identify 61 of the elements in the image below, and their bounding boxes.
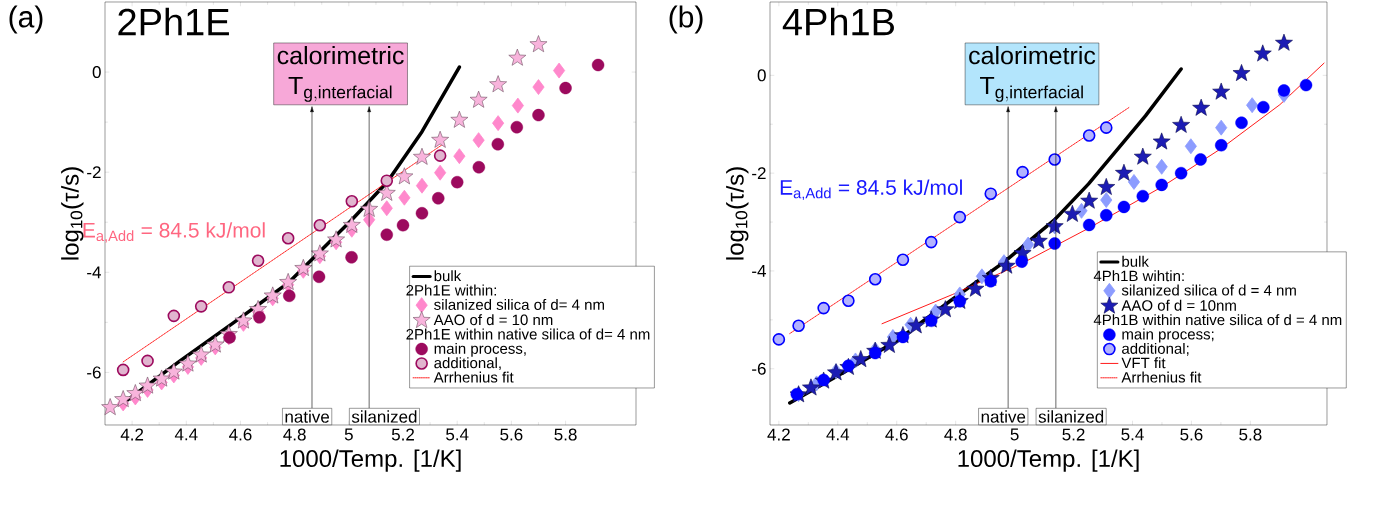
chart-title: 4Ph1B — [782, 7, 894, 36]
x-tick-label: 4.2 — [767, 428, 790, 441]
x-tick-label: 5.6 — [500, 428, 523, 441]
y-tick-label: -6 — [87, 366, 101, 379]
annotation: E$_{a,Add}$ = 84.5 kJ/mol — [83, 222, 265, 243]
x-tick-label: 4.8 — [944, 428, 967, 441]
annotation: calorimetric — [277, 45, 404, 65]
ref-line-label: silanized — [1038, 410, 1104, 423]
annotation: 4Ph1B within native silica of d = 4 nm — [1093, 314, 1342, 326]
x-tick-label: 5.4 — [446, 428, 469, 441]
annotation: calorimetric — [969, 45, 1096, 65]
x-tick-label: 5 — [1010, 428, 1019, 441]
x-tick-label: 5.2 — [391, 428, 414, 441]
text: (a) — [9, 5, 43, 34]
x-axis-title: 1000/Temp. [1/K] — [958, 449, 1139, 472]
x-tick-label: 5 — [344, 428, 353, 441]
x-tick-label: 5.8 — [554, 428, 577, 441]
legend-label: bulk — [1122, 255, 1149, 267]
ref-line-label: native — [981, 410, 1026, 423]
legend-label: VFT fit — [1121, 357, 1166, 369]
x-tick-label: 5.6 — [1180, 428, 1203, 441]
y-tick-label: 0 — [757, 69, 766, 82]
legend-label: silanized silica of d = 4 nm — [1121, 284, 1296, 296]
legend-title: 2Ph1E within: — [406, 284, 496, 296]
y-axis-title: log$_{10}$(τ/s) — [61, 167, 84, 260]
annotation: 2Ph1E within native silica of d= 4 nm — [406, 328, 650, 340]
y-tick-label: -4 — [752, 265, 766, 277]
x-axis-title: 1000/Temp. [1/K] — [280, 449, 461, 472]
legend-label: AAO of d = 10 nm — [433, 314, 553, 326]
ref-line-label: silanized — [351, 410, 417, 423]
y-tick-label: -2 — [752, 167, 766, 180]
legend-label: additional, — [434, 357, 501, 371]
x-tick-label: 5.8 — [1239, 428, 1262, 441]
legend-label: main process; — [1122, 328, 1214, 343]
y-tick-label: -2 — [87, 166, 101, 179]
legend-label: bulk — [434, 270, 462, 282]
annotation: $\mathrm{T}_{\mathrm{g,interfacial}}$ — [288, 76, 392, 102]
x-tick-label: 4.8 — [283, 428, 306, 441]
x-tick-label: 4.6 — [229, 428, 252, 441]
legend-label: AAO of d = 10nm — [1121, 299, 1236, 311]
legend-label: main process, — [434, 342, 526, 357]
text: (b) — [669, 5, 703, 34]
x-tick-label: 4.6 — [885, 428, 908, 441]
y-tick-label: -4 — [87, 266, 101, 279]
x-tick-label: 5.2 — [1062, 428, 1085, 441]
y-axis-title: log$_{10}$(τ/s) — [726, 167, 749, 260]
annotation: $\mathrm{T}_{\mathrm{g,interfacial}}$ — [980, 76, 1083, 102]
legend-label: additional; — [1122, 342, 1189, 356]
legend-label: Arrhenius fit — [1121, 371, 1202, 383]
y-tick-label: 0 — [92, 66, 101, 79]
chart-title: 2Ph1E — [118, 7, 229, 36]
y-tick-label: -6 — [752, 362, 766, 375]
legend-label: silanized silica of d= 4 nm — [434, 298, 604, 310]
legend-title: 4Ph1B wihtin: — [1093, 270, 1184, 282]
annotation: E$_{a,Add}$ = 84.5 kJ/mol — [780, 179, 962, 201]
legend-label: Arrhenius fit — [433, 371, 514, 383]
x-tick-label: 5.4 — [1121, 428, 1144, 441]
x-tick-label: 4.4 — [174, 428, 198, 441]
ref-line-label: native — [285, 410, 330, 423]
x-tick-label: 4.4 — [826, 428, 850, 441]
x-tick-label: 4.2 — [120, 428, 144, 441]
